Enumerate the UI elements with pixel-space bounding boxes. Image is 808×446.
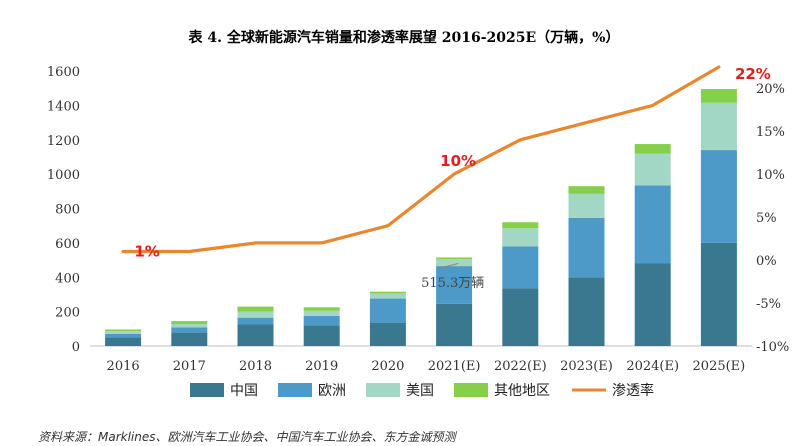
- x-tick-label: 2025(E): [693, 359, 746, 374]
- bar-segment-china: [237, 324, 274, 346]
- x-tick-label: 2022(E): [494, 359, 547, 374]
- bar-segment-china: [436, 303, 473, 346]
- legend-swatch: [366, 383, 400, 397]
- legend: 中国 欧洲 美国 其他地区 渗透率: [190, 382, 654, 399]
- right-y-tick-label: -5%: [756, 297, 781, 312]
- bar-segment-usa: [568, 193, 605, 218]
- right-y-tick-label: 5%: [756, 211, 777, 226]
- legend-label: 欧洲: [318, 383, 346, 399]
- x-tick-label: 2016: [107, 359, 140, 374]
- left-y-tick-label: 800: [55, 203, 80, 218]
- annotation-pointer: [439, 263, 459, 269]
- bar-segment-europe: [171, 327, 208, 333]
- penetration-line-group: [121, 65, 721, 254]
- bar-segment-europe: [436, 266, 473, 304]
- bar-segment-europe: [502, 246, 539, 289]
- bar-segment-europe: [369, 298, 406, 323]
- bar-segment-other: [700, 89, 737, 103]
- bar-segment-other: [502, 222, 539, 229]
- bar-segment-usa: [105, 331, 142, 334]
- legend-swatch: [278, 383, 312, 397]
- left-y-tick-label: 200: [55, 306, 80, 321]
- bar-segment-europe: [105, 333, 142, 338]
- bar-segment-europe: [237, 317, 274, 325]
- right-y-tick-label: 15%: [756, 125, 785, 140]
- right-y-tick-label: 20%: [756, 82, 785, 97]
- right-y-tick-label: -10%: [756, 340, 789, 355]
- penetration-data-label: 1%: [134, 242, 159, 260]
- x-tick-label: 2017: [173, 359, 206, 374]
- bars-group: [105, 89, 737, 346]
- left-y-tick-label: 400: [55, 271, 80, 286]
- bar-segment-other: [568, 186, 605, 194]
- right-y-tick-label: 0%: [756, 254, 777, 269]
- bar-segment-other: [303, 307, 340, 311]
- bar-segment-europe: [634, 185, 671, 264]
- bar-segment-china: [303, 325, 340, 346]
- penetration-data-label: 10%: [440, 152, 476, 170]
- right-y-axis: -10% -5% 0% 5% 10% 15% 20%: [756, 82, 789, 355]
- chart-title: 表 4. 全球新能源汽车销量和渗透率展望 2016-2025E（万辆，%）: [188, 29, 620, 46]
- x-axis-ticks: 2016 2017 2018 2019 2020 2021(E) 2022(E) 2023(E…: [107, 359, 746, 374]
- bar-total-annotation: 515.3万辆: [421, 276, 484, 291]
- bar-segment-usa: [700, 102, 737, 151]
- bar-segment-usa: [634, 153, 671, 186]
- bar-segment-other: [237, 306, 274, 312]
- right-y-tick-label: 10%: [756, 168, 785, 183]
- penetration-line: [121, 65, 721, 254]
- left-y-tick-label: 1000: [47, 168, 80, 183]
- bar-segment-usa: [303, 310, 340, 316]
- bar-segment-other: [436, 257, 473, 260]
- bar-segment-other: [369, 291, 406, 294]
- x-tick-label: 2023(E): [560, 359, 613, 374]
- left-y-axis: 0 200 400 600 800 1000 1200 1400 1600: [47, 65, 80, 355]
- bar-segment-usa: [171, 324, 208, 328]
- legend-label: 美国: [406, 383, 434, 399]
- left-y-tick-label: 0: [72, 340, 80, 355]
- bar-segment-other: [634, 144, 671, 154]
- bar-segment-china: [105, 337, 142, 346]
- bar-segment-china: [634, 263, 671, 346]
- left-y-tick-label: 600: [55, 237, 80, 252]
- bar-segment-other: [171, 321, 208, 324]
- bar-segment-usa: [502, 228, 539, 247]
- x-tick-label: 2018: [239, 359, 272, 374]
- penetration-data-label: 22%: [735, 65, 771, 83]
- left-y-tick-label: 1600: [47, 65, 80, 80]
- x-tick-label: 2019: [305, 359, 338, 374]
- legend-label: 渗透率: [612, 382, 654, 399]
- left-y-tick-label: 1400: [47, 99, 80, 114]
- legend-swatch: [454, 383, 488, 397]
- source-note: 资料来源：Marklines、欧洲汽车工业协会、中国汽车工业协会、东方金诚预测: [38, 430, 458, 444]
- bar-segment-usa: [369, 293, 406, 299]
- annotations-group: 1% 10% 22% 515.3万辆: [134, 65, 770, 291]
- bar-segment-china: [700, 242, 737, 346]
- legend-swatch: [190, 383, 224, 397]
- x-tick-label: 2021(E): [428, 359, 481, 374]
- bar-segment-usa: [436, 259, 473, 267]
- bar-segment-china: [369, 322, 406, 346]
- legend-label: 中国: [230, 383, 258, 399]
- bar-segment-usa: [237, 311, 274, 318]
- bar-segment-europe: [700, 150, 737, 243]
- bar-segment-china: [502, 288, 539, 346]
- bar-segment-china: [171, 332, 208, 346]
- left-y-tick-label: 1200: [47, 134, 80, 149]
- x-tick-label: 2020: [371, 359, 404, 374]
- bar-segment-europe: [568, 217, 605, 278]
- bar-segment-china: [568, 277, 605, 346]
- bar-segment-europe: [303, 315, 340, 326]
- x-tick-label: 2024(E): [626, 359, 679, 374]
- legend-label: 其他地区: [494, 383, 550, 399]
- bar-segment-other: [105, 329, 142, 332]
